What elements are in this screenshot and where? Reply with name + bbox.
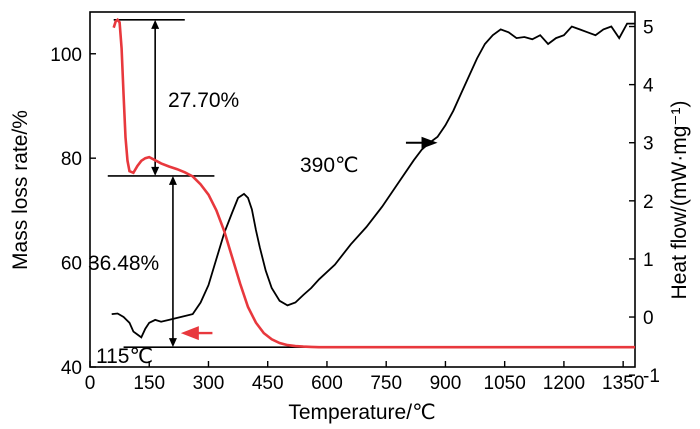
left-y-axis-ticks: 40 60 80 100: [50, 45, 96, 379]
left-y-axis-title: Mass loss rate/%: [9, 110, 32, 270]
x-tick-label: 750: [370, 373, 402, 394]
start-temperature-annotation: 115℃: [96, 345, 153, 368]
right-y-axis-title: Heat flow/(mW·mg⁻¹): [668, 101, 691, 300]
right-y-tick-label: 2: [643, 192, 654, 213]
x-tick-label: 150: [133, 373, 165, 394]
left-y-tick-label: 80: [61, 149, 82, 170]
mass-loss-annotation-1: 27.70%: [168, 89, 239, 112]
mass-loss-span-arrow-2-head-up: [168, 175, 177, 185]
x-tick-label: 1200: [543, 373, 585, 394]
series-line-mass-loss: [112, 17, 635, 349]
left-y-tick-label: 60: [61, 254, 82, 275]
left-y-tick-label: 100: [50, 45, 82, 66]
plot-frame: [89, 11, 636, 368]
x-axis-title: Temperature/℃: [288, 401, 435, 424]
x-tick-label: 300: [193, 373, 225, 394]
x-tick-label: 1350: [602, 373, 644, 394]
x-tick-label: 900: [430, 373, 462, 394]
right-y-tick-label: -1: [643, 366, 660, 387]
mass-loss-axis-arrow-head: [180, 326, 199, 341]
x-tick-label: 0: [85, 373, 96, 394]
x-axis-ticks: 0 150 300 450 600 750 900 1050 1200 1350: [85, 361, 644, 394]
series-line-heat-flow: [111, 22, 635, 339]
heat-flow-axis-arrow-head: [421, 136, 438, 149]
right-y-tick-label: 3: [643, 134, 654, 155]
x-tick-label: 600: [311, 373, 343, 394]
left-y-tick-label: 40: [61, 358, 82, 379]
mass-loss-span-arrow-1-head-down: [151, 166, 160, 176]
right-y-tick-label: 5: [643, 18, 654, 39]
mass-loss-span-arrow-1-head-up: [151, 19, 160, 29]
x-tick-label: 450: [252, 373, 284, 394]
peak-temperature-annotation: 390℃: [300, 154, 359, 177]
annotation-lines: [107, 19, 327, 348]
right-y-tick-label: 4: [643, 76, 654, 97]
mass-loss-span-arrow-2-head-down: [168, 338, 177, 348]
series-axis-arrows: [180, 136, 438, 341]
mass-loss-annotation-2: 36.48%: [88, 252, 159, 275]
right-y-axis-ticks: -1 0 1 2 3 4 5: [629, 18, 660, 387]
right-y-tick-label: 0: [643, 308, 654, 329]
x-tick-label: 1050: [484, 373, 526, 394]
right-y-tick-label: 1: [643, 250, 654, 271]
